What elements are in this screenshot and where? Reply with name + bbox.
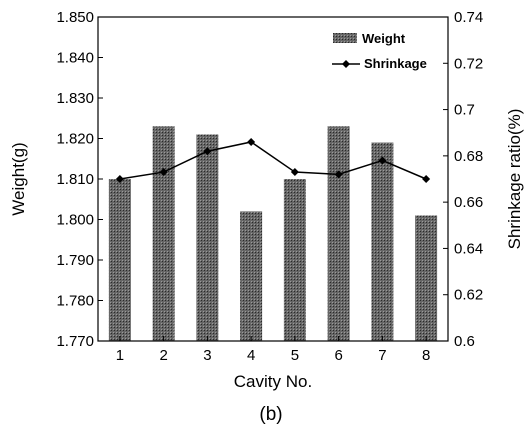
right-axis: 0.6 0.62 0.64 0.66 0.68 0.7 0.72 0.74 [443, 9, 483, 350]
x-axis: 1 2 3 4 5 6 7 8 [116, 336, 430, 364]
legend-weight-label: Weight [362, 31, 406, 46]
legend-shrinkage-marker [342, 60, 350, 68]
legend-weight-swatch [333, 33, 357, 43]
right-tick-label: 0.74 [454, 9, 483, 26]
weight-bar-8 [415, 215, 438, 341]
left-tick-label: 1.800 [56, 212, 94, 229]
left-tick-label: 1.810 [56, 171, 94, 188]
x-tick-label: 7 [378, 347, 386, 364]
weight-bar-4 [240, 211, 263, 341]
shrinkage-point-3 [203, 147, 212, 156]
shrinkage-point-6 [334, 170, 343, 179]
left-tick-label: 1.820 [56, 131, 94, 148]
x-tick-label: 1 [116, 347, 124, 364]
left-axis: 1.770 1.780 1.790 1.800 1.810 1.820 1.830 1.840… [56, 9, 103, 350]
shrinkage-line-series [115, 137, 431, 183]
right-tick-label: 0.6 [454, 333, 475, 350]
left-tick-label: 1.840 [56, 50, 94, 67]
shrinkage-point-5 [290, 168, 299, 177]
left-tick-label: 1.850 [56, 9, 94, 26]
weight-bar-7 [371, 142, 394, 341]
shrinkage-line [119, 141, 427, 180]
x-tick-label: 4 [247, 347, 255, 364]
weight-bar-5 [283, 179, 306, 341]
shrinkage-point-8 [422, 175, 431, 183]
left-tick-label: 1.790 [56, 252, 94, 269]
y-axis-title: Weight(g) [9, 142, 28, 215]
right-tick-label: 0.64 [454, 240, 483, 257]
right-tick-label: 0.68 [454, 148, 483, 165]
x-tick-label: 8 [422, 347, 430, 364]
left-tick-label: 1.780 [56, 293, 94, 310]
y2-axis-title: Shrinkage ratio(%) [505, 109, 524, 250]
weight-bar-2 [152, 126, 175, 341]
weight-bar-3 [196, 134, 219, 341]
weight-bar-1 [108, 179, 131, 341]
right-tick-label: 0.62 [454, 287, 483, 304]
right-tick-label: 0.66 [454, 194, 483, 211]
left-tick-label: 1.830 [56, 90, 94, 107]
right-tick-label: 0.7 [454, 102, 475, 119]
legend: Weight Shrinkage [332, 31, 427, 71]
figure-caption: (b) [259, 404, 282, 425]
x-tick-label: 5 [291, 347, 299, 364]
right-tick-label: 0.72 [454, 55, 483, 72]
shrinkage-point-2 [159, 168, 168, 177]
x-tick-label: 2 [159, 347, 167, 364]
shrinkage-point-1 [115, 175, 124, 183]
legend-shrinkage-label: Shrinkage [364, 56, 427, 71]
left-tick-label: 1.770 [56, 333, 94, 350]
x-tick-label: 3 [203, 347, 211, 364]
x-tick-label: 6 [334, 347, 342, 364]
weight-bar-6 [327, 126, 350, 341]
weight-bars [108, 126, 438, 341]
x-axis-title: Cavity No. [234, 372, 312, 391]
shrinkage-point-4 [247, 137, 256, 146]
shrinkage-point-7 [378, 156, 387, 165]
